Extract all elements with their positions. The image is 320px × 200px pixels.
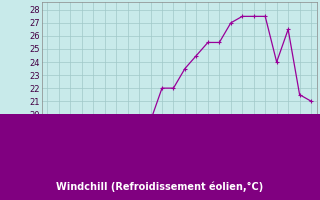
Text: Windchill (Refroidissement éolien,°C): Windchill (Refroidissement éolien,°C) bbox=[56, 182, 264, 192]
